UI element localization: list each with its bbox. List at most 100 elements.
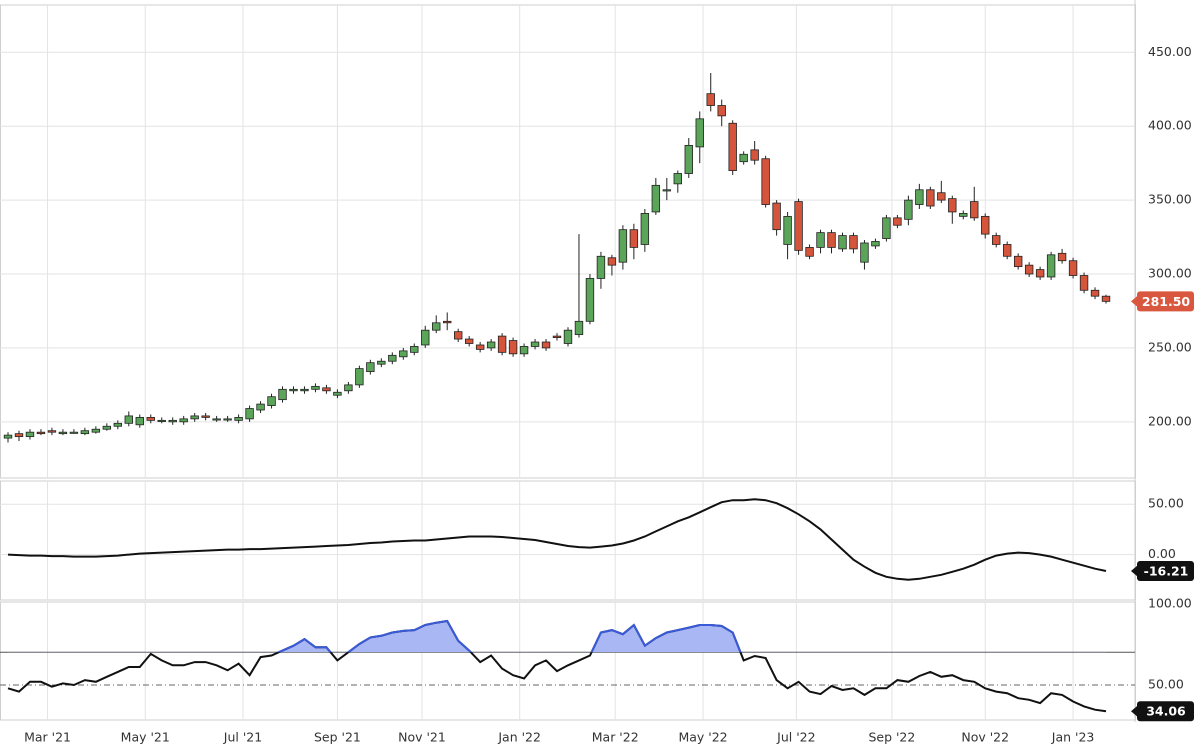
candle-body — [289, 388, 298, 392]
candle-body — [322, 387, 331, 392]
y-tick-label: 50.00 — [1148, 496, 1184, 511]
candle-body — [893, 217, 902, 226]
candle-body — [1013, 255, 1023, 268]
candle-body — [47, 430, 57, 433]
candle-body — [970, 201, 979, 219]
last-value-pointer — [1131, 295, 1138, 308]
candle-body — [1068, 260, 1078, 276]
last-value-box — [1137, 701, 1194, 722]
x-tick-label: May '21 — [121, 730, 170, 745]
candle-body — [113, 422, 123, 427]
candle-body — [761, 158, 770, 205]
last-value-label: 281.50 — [1142, 294, 1191, 309]
candle-body — [146, 416, 155, 421]
candle-body — [278, 388, 287, 401]
candle-body — [58, 431, 68, 435]
candle-body — [937, 192, 946, 201]
x-tick-label: Mar '21 — [24, 730, 71, 745]
candle-body — [1090, 289, 1100, 297]
candle-body — [80, 430, 90, 435]
x-tick-label: Sep '22 — [868, 730, 915, 745]
x-tick-label: Jul '22 — [776, 730, 815, 745]
candle-body — [673, 173, 682, 185]
candle-body — [717, 105, 726, 117]
candle-body — [1079, 275, 1089, 291]
candle-body — [827, 232, 836, 248]
indicator-line — [7, 498, 1107, 581]
candle-body — [1035, 269, 1045, 278]
overbought-area — [278, 621, 741, 653]
candle-body — [519, 346, 529, 355]
candle-body — [14, 433, 24, 438]
candle-body — [926, 189, 935, 207]
candle-body — [168, 419, 177, 423]
y-tick-label: 350.00 — [1148, 192, 1192, 207]
candle-body — [421, 329, 430, 346]
candle-body — [563, 329, 573, 344]
candle-body — [739, 153, 748, 163]
x-tick-label: Jan '22 — [497, 730, 541, 745]
candle-body — [3, 434, 13, 439]
candle-body — [981, 215, 990, 235]
candle-body — [157, 419, 166, 422]
candle-body — [69, 431, 79, 434]
candle-body — [1057, 252, 1067, 262]
y-tick-label: 0.00 — [1148, 546, 1176, 561]
candle-body — [596, 255, 606, 279]
candle-body — [344, 384, 353, 392]
candle-body — [388, 354, 397, 362]
x-tick-label: Nov '21 — [398, 730, 446, 745]
candle-body — [618, 229, 628, 263]
candle-body — [695, 118, 704, 148]
candle-body — [135, 416, 144, 426]
candle-body — [377, 360, 386, 365]
candle-body — [783, 215, 792, 245]
candle-body — [475, 344, 485, 350]
candle-body — [1024, 264, 1034, 275]
candle-body — [311, 385, 320, 390]
candle-body — [179, 418, 188, 423]
candle-body — [124, 415, 133, 424]
last-value-box — [1137, 560, 1194, 581]
candle-body — [300, 388, 309, 392]
x-tick-label: Jul '21 — [223, 730, 262, 745]
y-tick-label: 300.00 — [1148, 266, 1192, 281]
candle-body — [640, 213, 650, 245]
candle-body — [432, 322, 441, 331]
candle-body — [915, 189, 924, 205]
candle-body — [552, 335, 562, 338]
candle-body — [410, 346, 419, 353]
candle-body — [585, 278, 595, 322]
candle-body — [662, 189, 672, 192]
candle-body — [1046, 254, 1056, 278]
candle-body — [871, 241, 880, 247]
candle-body — [1101, 295, 1111, 302]
candle-body — [234, 416, 243, 421]
candle-body — [497, 335, 507, 353]
candle-body — [651, 184, 661, 213]
candle-body — [36, 431, 46, 435]
candle-body — [508, 340, 518, 355]
candle-body — [838, 235, 847, 250]
y-tick-label: 100.00 — [1148, 596, 1192, 611]
candle-body — [860, 242, 869, 263]
x-tick-label: Sep '21 — [314, 730, 361, 745]
candle-body — [25, 431, 35, 438]
candle-body — [959, 213, 968, 217]
candle-body — [486, 341, 496, 349]
candle-body — [882, 217, 891, 239]
candle-body — [102, 425, 112, 430]
candle-body — [816, 232, 825, 248]
candle-body — [849, 235, 858, 250]
candle-body — [223, 418, 232, 421]
last-value-pointer — [1131, 564, 1138, 577]
x-tick-label: Jan '23 — [1051, 730, 1095, 745]
indicator-line — [7, 619, 1107, 713]
candle-body — [948, 198, 957, 213]
candle-body — [91, 428, 101, 433]
last-value-label: -16.21 — [1144, 563, 1189, 578]
candle-body — [201, 415, 210, 418]
candle-body — [904, 199, 913, 220]
candle-body — [256, 403, 265, 411]
